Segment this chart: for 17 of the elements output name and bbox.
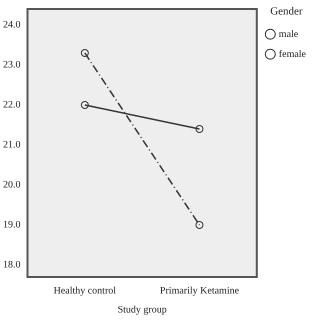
x-tick-label: Primarily Ketamine xyxy=(160,286,240,297)
y-tick-label: 23.0 xyxy=(3,60,20,71)
x-axis-title: Study group xyxy=(118,304,167,316)
legend-title: Gender xyxy=(270,5,303,18)
y-tick-label: 24.0 xyxy=(3,20,20,31)
y-tick-label: 21.0 xyxy=(3,140,20,151)
y-tick-label: 22.0 xyxy=(3,100,20,111)
y-tick-label: 19.0 xyxy=(3,220,20,231)
point xyxy=(195,125,204,133)
legend-label: female xyxy=(278,48,307,60)
point xyxy=(80,49,89,57)
legend-label: male xyxy=(278,28,299,40)
y-tick-label: 20.0 xyxy=(3,180,20,191)
point xyxy=(80,101,89,109)
point xyxy=(195,221,204,229)
x-tick-label: Healthy control xyxy=(54,286,116,297)
y-tick-label: 18.0 xyxy=(3,260,20,271)
